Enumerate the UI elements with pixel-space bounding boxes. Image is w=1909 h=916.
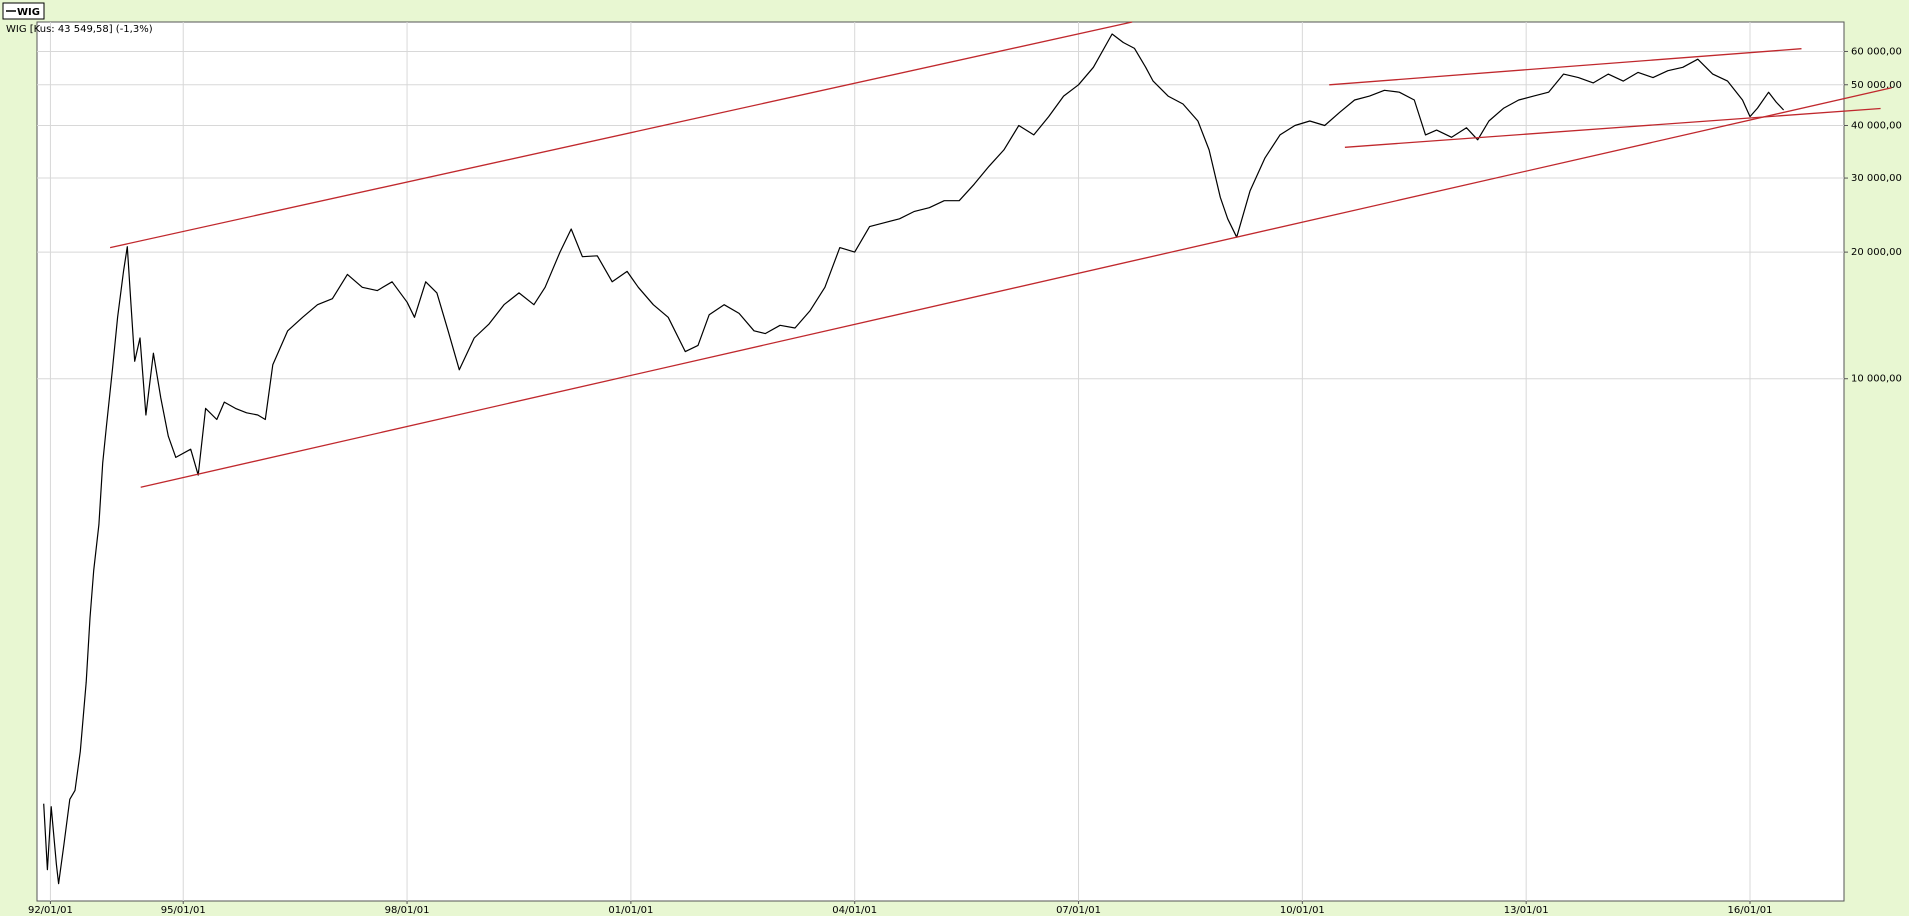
x-tick-label: 04/01/01	[832, 905, 877, 916]
y-tick-label: 60 000,00	[1851, 46, 1902, 57]
x-tick-label: 16/01/01	[1728, 905, 1773, 916]
y-tick-label: 30 000,00	[1851, 173, 1902, 184]
subtitle: WIG [Kus: 43 549,58] (-1,3%)	[6, 24, 153, 35]
x-tick-label: 13/01/01	[1504, 905, 1549, 916]
legend-label: WIG	[17, 7, 40, 18]
trend-line	[109, 21, 1133, 249]
trend-line	[1329, 48, 1802, 86]
x-tick-label: 98/01/01	[385, 905, 430, 916]
series-line	[43, 33, 1785, 885]
legend-box	[2, 2, 45, 20]
y-tick-label: 20 000,00	[1851, 247, 1902, 258]
x-tick-label: 95/01/01	[161, 905, 206, 916]
x-tick-label: 92/01/01	[28, 905, 73, 916]
x-tick-label: 07/01/01	[1056, 905, 1101, 916]
y-tick-label: 40 000,00	[1851, 121, 1902, 132]
trend-line	[1344, 107, 1881, 148]
plot-area	[36, 21, 1845, 902]
x-tick-label: 10/01/01	[1280, 905, 1325, 916]
trend-line	[140, 87, 1892, 488]
y-tick-label: 10 000,00	[1851, 374, 1902, 385]
x-tick-label: 01/01/01	[608, 905, 653, 916]
y-tick-label: 50 000,00	[1851, 80, 1902, 91]
